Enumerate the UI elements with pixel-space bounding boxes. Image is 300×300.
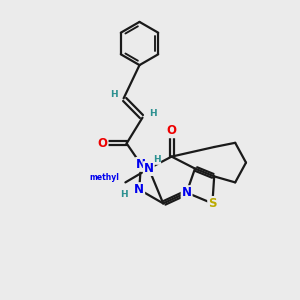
Text: H: H — [110, 90, 118, 99]
Text: H: H — [153, 155, 160, 164]
Text: O: O — [167, 124, 177, 137]
Text: H: H — [120, 190, 128, 199]
Text: S: S — [208, 197, 217, 210]
Text: N: N — [136, 158, 146, 171]
Text: O: O — [98, 137, 108, 150]
Text: H: H — [149, 109, 157, 118]
Text: N: N — [144, 162, 154, 175]
Text: N: N — [134, 183, 144, 196]
Text: methyl: methyl — [89, 172, 119, 182]
Text: N: N — [182, 186, 192, 199]
